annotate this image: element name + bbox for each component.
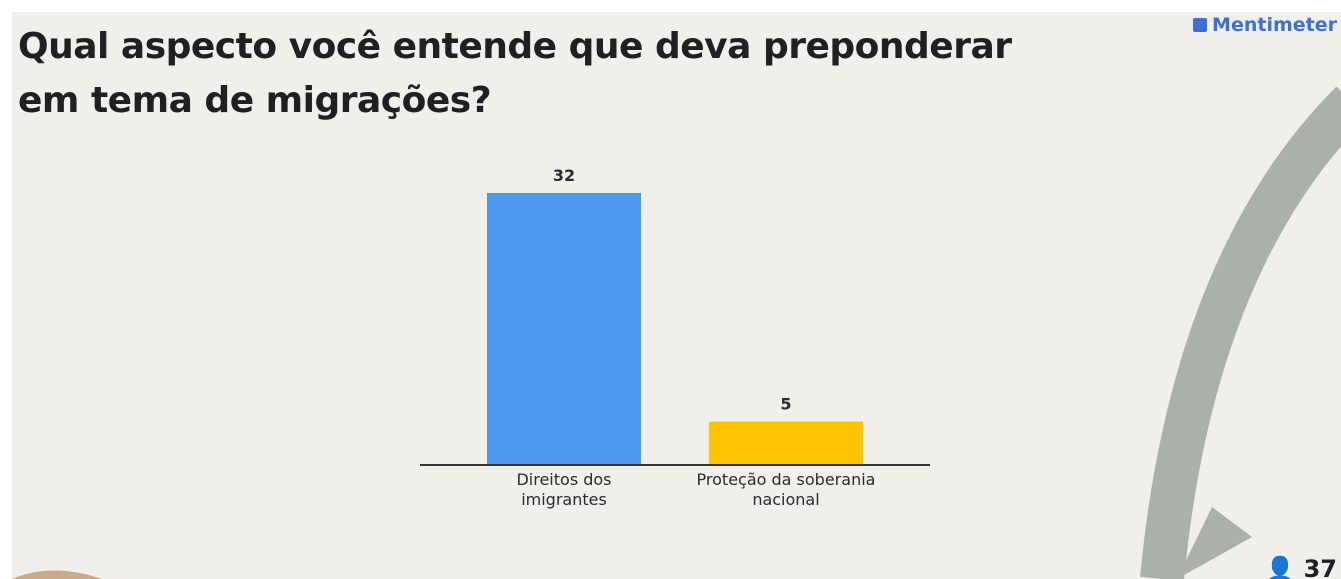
- page: 32 5 Qual aspecto você entende que deva p…: [0, 0, 1341, 579]
- bar: [709, 422, 863, 464]
- participant-number: 37: [1304, 555, 1337, 579]
- value-label: 5: [780, 395, 791, 414]
- slide-title: Qual aspecto você entende que deva prepo…: [18, 20, 1028, 128]
- bar: [487, 193, 641, 464]
- slide: 32 5 Qual aspecto você entende que deva p…: [12, 12, 1341, 579]
- brand: Mentimeter: [1193, 14, 1337, 36]
- participant-count: 👤 37: [1265, 555, 1337, 579]
- brand-name: Mentimeter: [1212, 14, 1337, 36]
- category-label: Direitos dos imigrantes: [474, 470, 654, 510]
- value-label: 32: [553, 166, 575, 185]
- category-label: Proteção da soberania nacional: [696, 470, 876, 510]
- decor-arc: [1162, 102, 1341, 579]
- decor-corner: [12, 571, 102, 579]
